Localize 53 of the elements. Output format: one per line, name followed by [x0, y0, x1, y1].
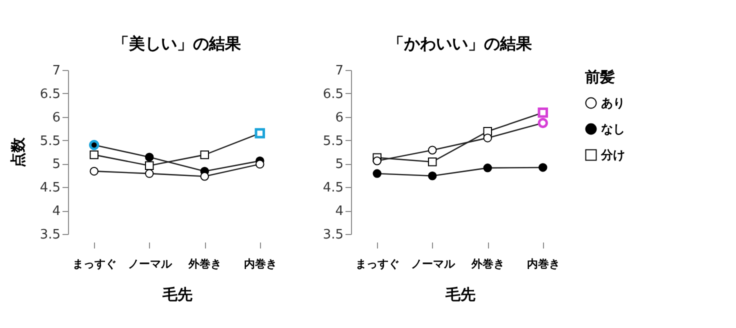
- point: [90, 166, 98, 176]
- y-tick-label: 3.5: [322, 228, 344, 242]
- point: [538, 118, 548, 128]
- x-tick-label: 内巻き: [244, 258, 277, 270]
- x-tick-label: 内巻き: [526, 258, 560, 270]
- y-tick-label: 6.5: [322, 86, 344, 102]
- point: [483, 134, 492, 142]
- point: [144, 169, 154, 178]
- point: [200, 172, 210, 181]
- point: [372, 156, 382, 166]
- point: [88, 140, 100, 150]
- y-tick-label: 6: [52, 110, 60, 126]
- x-axis-title: 毛先: [444, 286, 476, 304]
- point: [428, 146, 437, 154]
- y-tick-label: 6.5: [40, 86, 60, 102]
- point: [90, 150, 98, 160]
- y-tick-label: 3.5: [40, 228, 60, 242]
- y-tick-label: 4.5: [40, 180, 60, 196]
- chart-title: 「美しい」の結果: [113, 34, 242, 53]
- y-tick-label: 7: [52, 64, 60, 78]
- point: [144, 161, 154, 170]
- y-axis-title: 点数: [8, 136, 27, 168]
- legend-label: あり: [601, 96, 625, 110]
- point: [483, 164, 492, 172]
- x-tick-label: 外巻き: [188, 258, 222, 270]
- y-tick-label: 5: [335, 157, 344, 172]
- point: [254, 128, 266, 138]
- point: [372, 169, 382, 178]
- point: [538, 163, 548, 172]
- y-tick-label: 5.5: [40, 134, 60, 149]
- point: [428, 172, 437, 180]
- y-tick-label: 6: [335, 110, 344, 126]
- x-tick-label: ノーマル: [410, 258, 456, 270]
- x-tick-label: まっすぐ: [356, 258, 400, 270]
- chart-title: 「かわいい」の結果: [388, 34, 533, 53]
- legend-label: 分け: [600, 148, 625, 162]
- point: [200, 150, 210, 160]
- y-tick-label: 7: [335, 64, 344, 78]
- point: [256, 160, 264, 169]
- point: [144, 152, 154, 162]
- point: [428, 157, 437, 166]
- y-tick-label: 5.5: [322, 134, 344, 149]
- x-tick-label: ノーマル: [128, 258, 173, 270]
- x-tick-label: まっすぐ: [72, 258, 117, 270]
- legend-label: なし: [601, 122, 625, 136]
- y-tick-label: 4: [335, 204, 344, 220]
- y-tick-label: 4: [52, 204, 60, 220]
- legend-title: 前髪: [584, 68, 615, 86]
- point: [538, 108, 548, 118]
- y-tick-label: 5: [52, 157, 60, 172]
- x-axis-title: 毛先: [162, 286, 192, 304]
- x-tick-label: 外巻き: [470, 258, 505, 270]
- y-tick-label: 4.5: [322, 180, 344, 196]
